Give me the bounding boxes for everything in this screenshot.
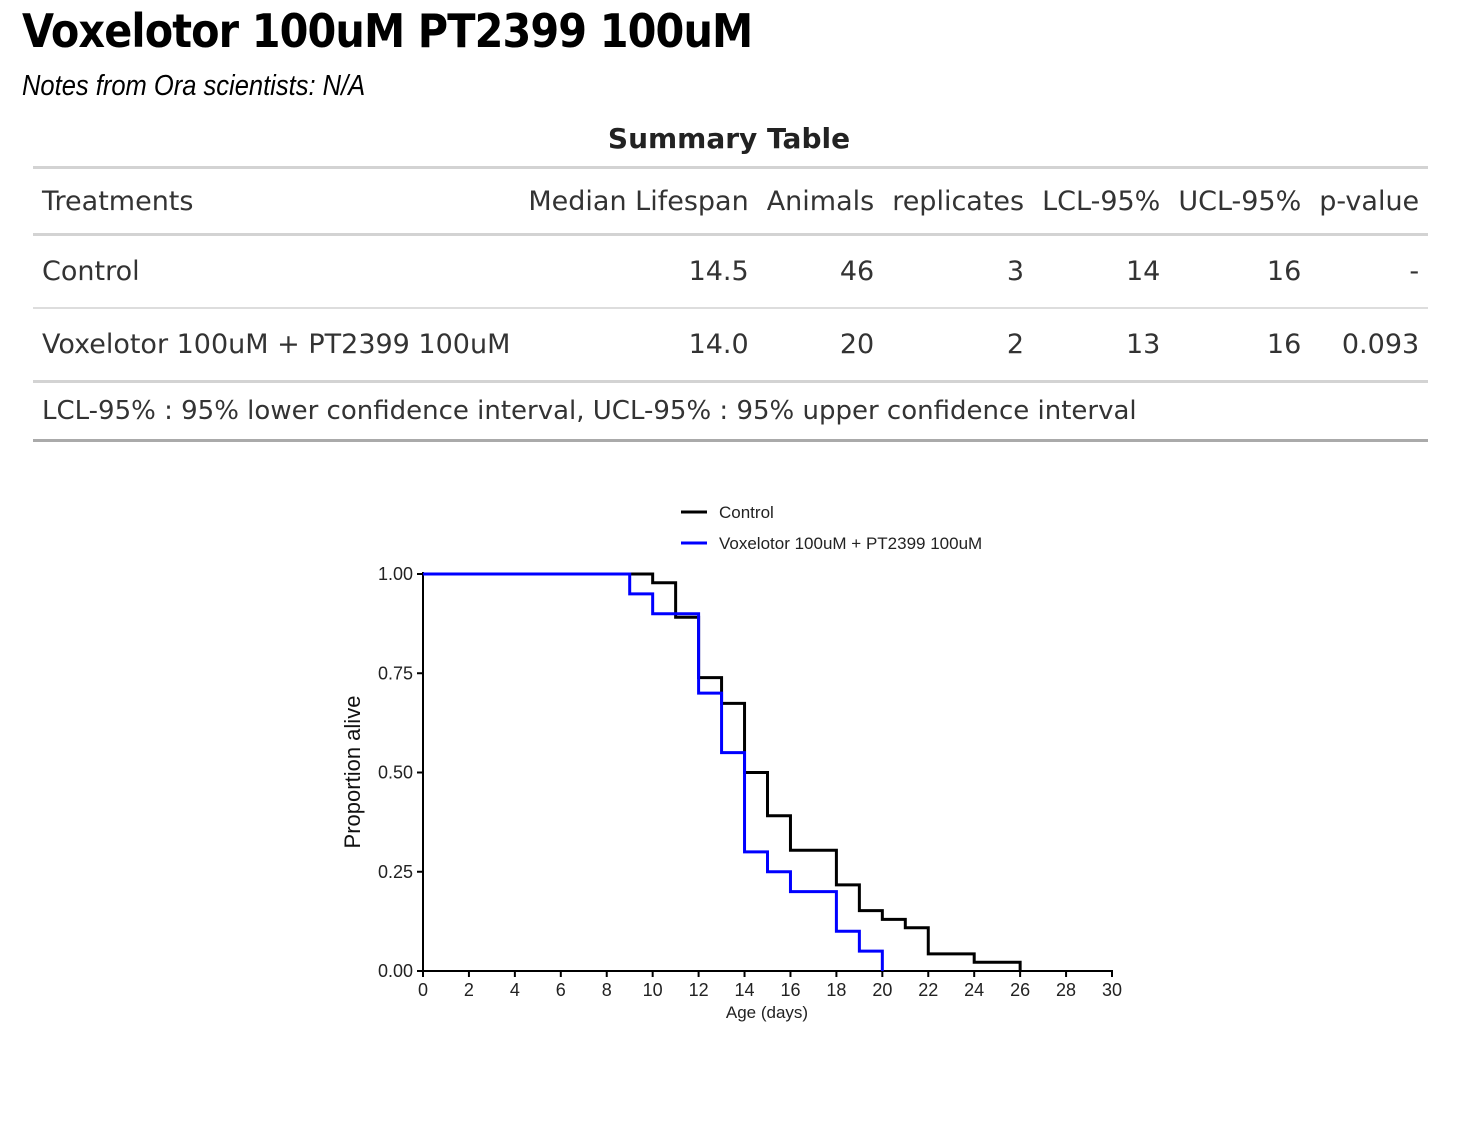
- x-tick-label: 22: [918, 980, 938, 1000]
- cell: 20: [757, 308, 884, 383]
- cell: 3: [883, 234, 1034, 309]
- cell: 13: [1033, 308, 1170, 383]
- scientist-notes: Notes from Ora scientists: N/A: [22, 70, 366, 102]
- x-tick-label: 26: [1010, 980, 1030, 1000]
- x-tick-label: 12: [689, 980, 709, 1000]
- cell: 46: [757, 234, 884, 309]
- table-row: Voxelotor 100uM + PT2399 100uM 14.0 20 2…: [33, 308, 1429, 383]
- x-axis-label: Age (days): [726, 1003, 808, 1022]
- cell: -: [1310, 234, 1429, 309]
- cell: 16: [1169, 234, 1311, 309]
- x-tick-label: 0: [418, 980, 428, 1000]
- summary-table-title: Summary Table: [607, 122, 851, 155]
- cell: 14.0: [519, 308, 758, 383]
- col-animals: Animals: [757, 166, 884, 236]
- legend-label-1: Voxelotor 100uM + PT2399 100uM: [719, 534, 982, 553]
- x-tick-label: 6: [556, 980, 566, 1000]
- y-tick-label: 0.00: [378, 961, 413, 981]
- x-tick-label: 28: [1056, 980, 1076, 1000]
- legend-label-0: Control: [719, 503, 774, 522]
- cell: 14.5: [519, 234, 758, 309]
- col-lcl: LCL-95%: [1033, 166, 1170, 236]
- cell: 0.093: [1310, 308, 1429, 383]
- y-tick-label: 0.50: [378, 763, 413, 783]
- y-tick-label: 1.00: [378, 564, 413, 584]
- x-tick-label: 14: [735, 980, 755, 1000]
- table-row: Control 14.5 46 3 14 16 -: [33, 234, 1429, 309]
- x-tick-label: 18: [826, 980, 846, 1000]
- col-replicates: replicates: [883, 166, 1034, 236]
- table-header-row: Treatments Median Lifespan Animals repli…: [33, 166, 1429, 236]
- series-line-1: [423, 572, 884, 971]
- x-tick-label: 8: [602, 980, 612, 1000]
- x-tick-label: 16: [780, 980, 800, 1000]
- cell: Control: [33, 234, 520, 309]
- y-tick-label: 0.25: [378, 862, 413, 882]
- x-tick-label: 10: [643, 980, 663, 1000]
- x-tick-label: 2: [464, 980, 474, 1000]
- series-line-0: [423, 572, 1022, 971]
- col-median: Median Lifespan: [519, 166, 758, 236]
- page-title: Voxelotor 100uM PT2399 100uM: [22, 4, 753, 58]
- cell: 14: [1033, 234, 1170, 309]
- x-tick-label: 24: [964, 980, 984, 1000]
- x-tick-label: 4: [510, 980, 520, 1000]
- x-tick-label: 20: [872, 980, 892, 1000]
- x-tick-label: 30: [1102, 980, 1122, 1000]
- col-pvalue: p-value: [1310, 166, 1429, 236]
- table-footnote: LCL-95% : 95% lower confidence interval,…: [33, 381, 1429, 442]
- col-ucl: UCL-95%: [1169, 166, 1311, 236]
- cell: 16: [1169, 308, 1311, 383]
- y-axis-label: Proportion alive: [340, 696, 365, 849]
- cell: Voxelotor 100uM + PT2399 100uM: [33, 308, 520, 383]
- cell: 2: [883, 308, 1034, 383]
- col-treatments: Treatments: [33, 166, 520, 236]
- y-tick-label: 0.75: [378, 663, 413, 683]
- summary-table: Treatments Median Lifespan Animals repli…: [33, 166, 1429, 442]
